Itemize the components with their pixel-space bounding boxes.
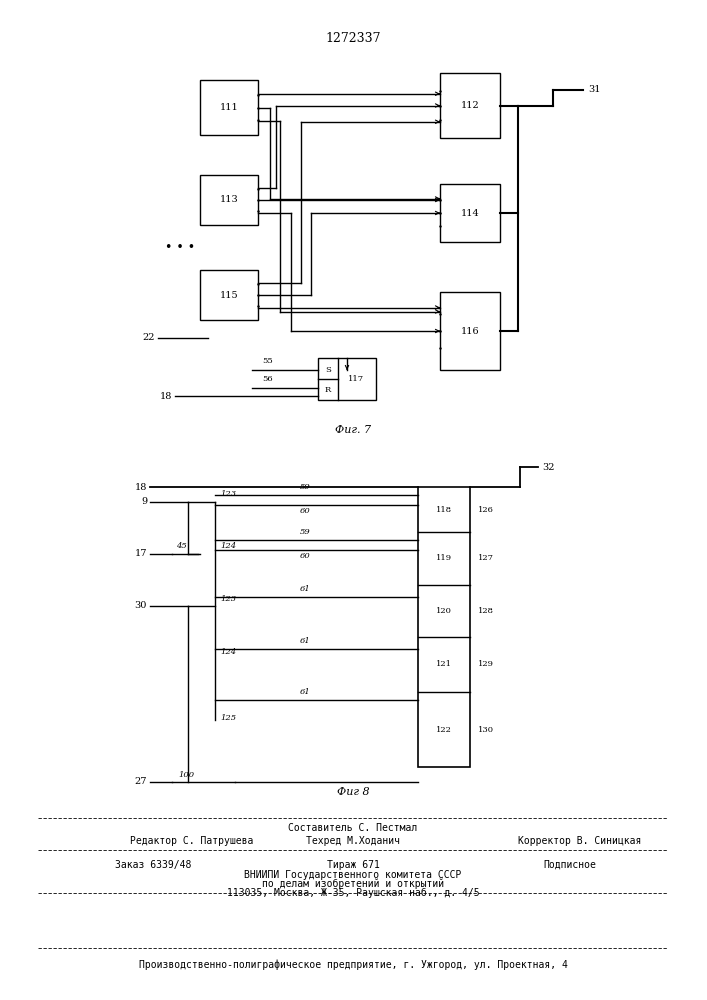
Text: Подписное: Подписное (544, 860, 597, 870)
Text: 1272337: 1272337 (325, 31, 381, 44)
Text: 27: 27 (134, 778, 147, 786)
Text: 45: 45 (176, 542, 187, 550)
Text: 117: 117 (348, 375, 364, 383)
Text: 124: 124 (220, 648, 236, 656)
Text: 130: 130 (478, 726, 494, 734)
Bar (440, 73, 500, 138)
Text: Техред М.Ходанич: Техред М.Ходанич (306, 836, 400, 846)
Text: 127: 127 (478, 554, 494, 562)
Bar (440, 184, 500, 242)
Bar (440, 292, 500, 370)
Text: 125: 125 (220, 714, 236, 722)
Text: 123: 123 (220, 490, 236, 498)
Bar (318, 358, 376, 400)
Text: Фиг. 7: Фиг. 7 (335, 425, 371, 435)
Text: 61: 61 (300, 637, 310, 645)
Text: ВНИИПИ Государственного комитета СССР: ВНИИПИ Государственного комитета СССР (245, 870, 462, 880)
Text: 56: 56 (263, 375, 274, 383)
Bar (200, 175, 258, 225)
Text: R: R (325, 385, 331, 393)
Text: 112: 112 (461, 101, 479, 110)
Text: 60: 60 (300, 507, 310, 515)
Text: 122: 122 (436, 726, 452, 734)
Text: 118: 118 (436, 506, 452, 514)
Text: 61: 61 (300, 688, 310, 696)
Text: 113035, Москва, Ж-35, Раушская наб., д. 4/5: 113035, Москва, Ж-35, Раушская наб., д. … (227, 888, 479, 898)
Text: 55: 55 (262, 357, 274, 365)
Text: 119: 119 (436, 554, 452, 562)
Text: 17: 17 (134, 549, 147, 558)
Text: 31: 31 (588, 85, 600, 94)
Text: 113: 113 (220, 196, 238, 205)
Text: Фиг 8: Фиг 8 (337, 787, 369, 797)
Text: 115: 115 (220, 290, 238, 300)
Text: 18: 18 (160, 392, 172, 401)
Text: 124: 124 (220, 542, 236, 550)
Text: 32: 32 (542, 462, 554, 472)
Text: 61: 61 (300, 585, 310, 593)
Text: Производственно-полиграфическое предприятие, г. Ужгород, ул. Проектная, 4: Производственно-полиграфическое предприя… (139, 960, 568, 970)
Text: 60: 60 (300, 552, 310, 560)
Text: 59: 59 (300, 528, 310, 536)
Text: по делам изобретений и открытий: по делам изобретений и открытий (262, 879, 444, 889)
Text: 100: 100 (178, 771, 194, 779)
Text: 18: 18 (134, 483, 147, 491)
Text: Корректор В. Синицкая: Корректор В. Синицкая (518, 836, 642, 846)
Text: 59: 59 (300, 483, 310, 491)
Text: 128: 128 (478, 607, 494, 615)
Text: 111: 111 (220, 103, 238, 112)
Text: Редактор С. Патрушева: Редактор С. Патрушева (130, 836, 253, 846)
Bar (200, 80, 258, 135)
Text: Заказ 6339/48: Заказ 6339/48 (115, 860, 192, 870)
Text: 30: 30 (134, 601, 147, 610)
Text: 22: 22 (143, 334, 155, 342)
Text: • • •: • • • (165, 241, 195, 254)
Text: 129: 129 (478, 660, 494, 668)
Text: 120: 120 (436, 607, 452, 615)
Text: S: S (325, 366, 331, 374)
Text: Тираж 671: Тираж 671 (327, 860, 380, 870)
Text: 114: 114 (461, 209, 479, 218)
Text: 126: 126 (478, 506, 494, 514)
Text: 121: 121 (436, 660, 452, 668)
Text: Составитель С. Пестмал: Составитель С. Пестмал (288, 823, 418, 833)
Text: 116: 116 (461, 326, 479, 336)
Text: 123: 123 (220, 595, 236, 603)
Text: 9: 9 (141, 497, 147, 506)
Bar (418, 487, 470, 767)
Bar (200, 270, 258, 320)
